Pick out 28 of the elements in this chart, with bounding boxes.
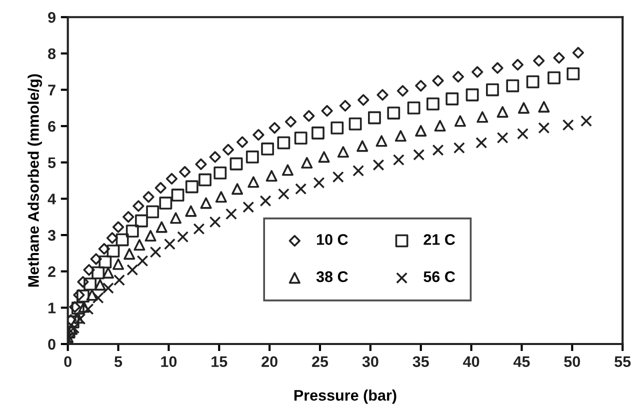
x-tick-label: 0 <box>64 356 72 368</box>
x-tick-label: 15 <box>212 356 228 368</box>
x-tick-label: 5 <box>114 356 122 368</box>
y-tick-label: 3 <box>48 230 56 241</box>
x-tick-label: 10 <box>161 356 177 368</box>
y-tick-label: 6 <box>48 120 56 132</box>
legend-label: 38 C <box>316 271 348 282</box>
y-tick-label: 9 <box>48 12 56 23</box>
y-axis-title: Methane Adsorbed (mmole/g) <box>28 74 42 287</box>
x-tick-label: 25 <box>312 356 328 368</box>
y-tick-label: 4 <box>48 194 56 204</box>
x-axis-title: Pressure (bar) <box>294 390 396 404</box>
legend-label: 56 C <box>424 271 456 282</box>
x-tick-label: 55 <box>614 356 631 368</box>
y-tick-label: 7 <box>48 84 56 96</box>
x-tick-label: 40 <box>463 356 480 368</box>
y-tick-label: 5 <box>48 157 56 168</box>
x-tick-label: 50 <box>564 356 580 368</box>
y-tick-label: 2 <box>48 266 56 277</box>
legend-label: 10 C <box>317 234 348 245</box>
y-tick-label: 8 <box>48 48 56 60</box>
y-tick-label: 0 <box>48 338 56 350</box>
y-tick-label: 1 <box>48 302 56 314</box>
x-tick-label: 35 <box>412 356 429 368</box>
x-tick-label: 30 <box>362 356 378 368</box>
legend-label: 21 C <box>424 234 456 245</box>
x-tick-label: 45 <box>513 356 530 368</box>
x-tick-label: 20 <box>262 356 278 368</box>
